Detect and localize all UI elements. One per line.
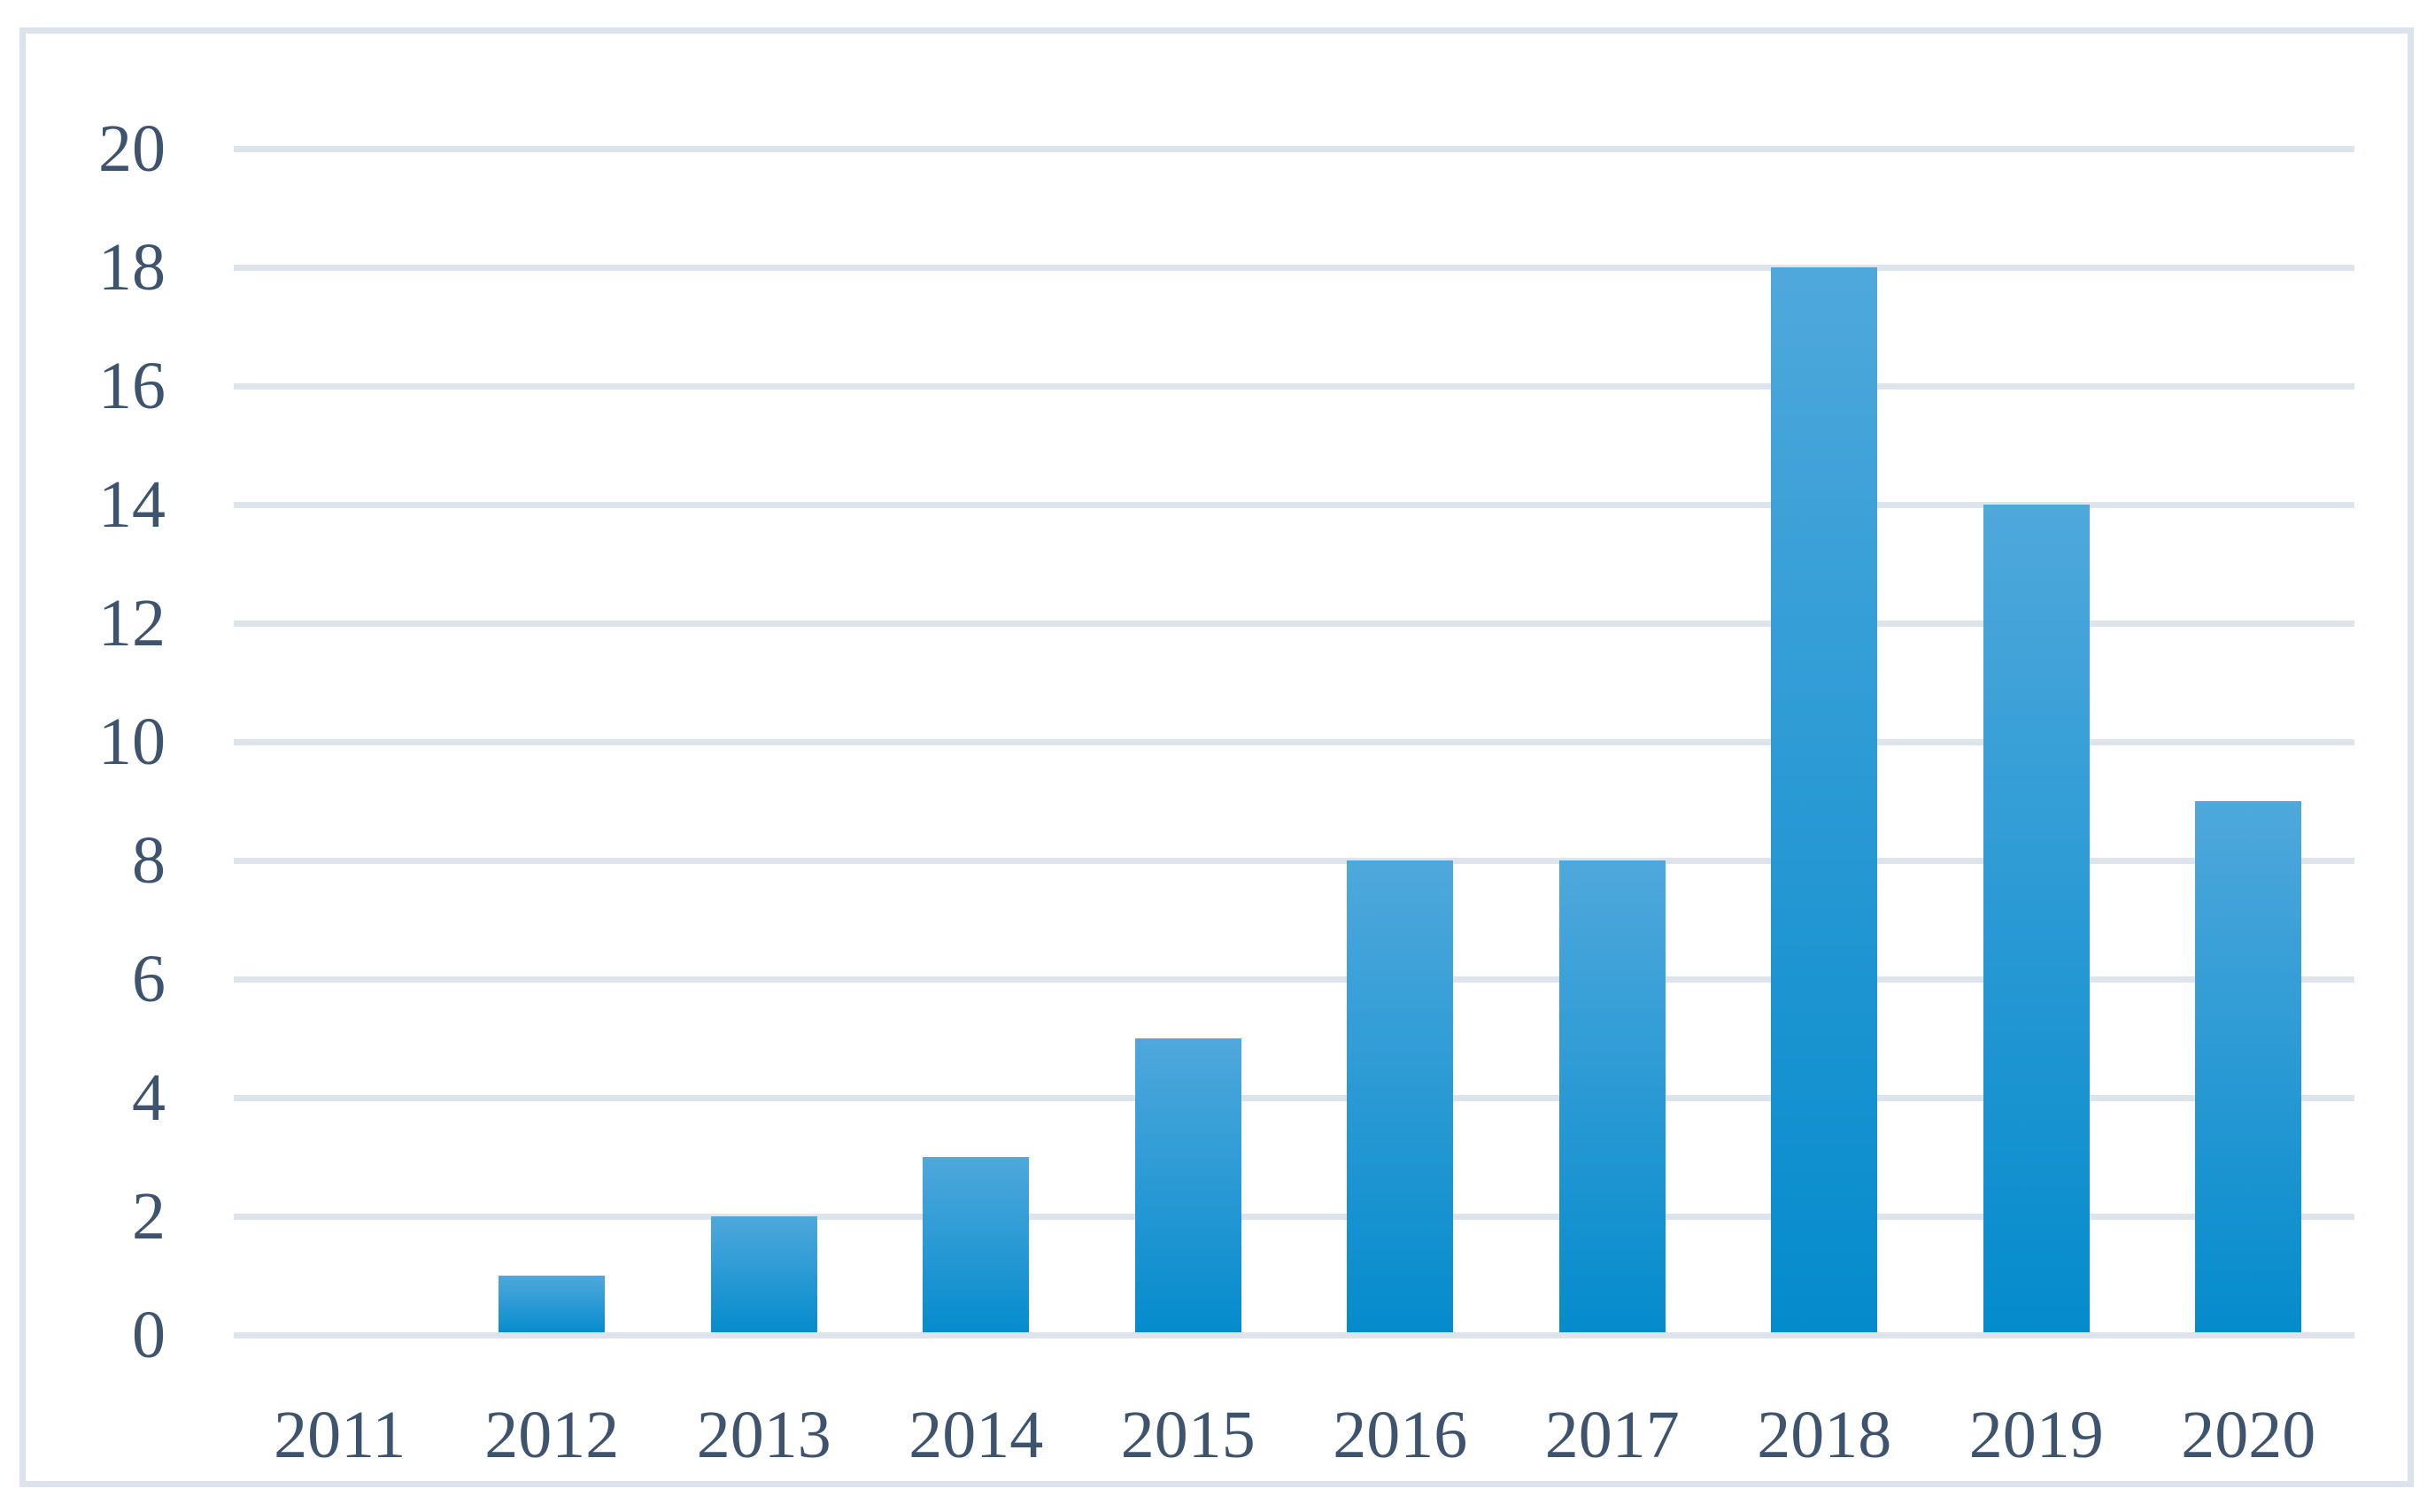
bar-2018 (1771, 267, 1878, 1335)
bar-2019 (1983, 505, 2090, 1335)
bar-2016 (1347, 860, 1454, 1335)
gridline-y-10 (234, 739, 2354, 745)
y-tick-label-10: 10 (98, 705, 166, 779)
gridline-y-8 (234, 858, 2354, 864)
x-tick-label-2018: 2018 (1757, 1398, 1892, 1472)
x-tick-label-2012: 2012 (484, 1398, 620, 1472)
y-tick-label-20: 20 (98, 112, 166, 186)
gridline-y-14 (234, 502, 2354, 508)
y-tick-label-2: 2 (132, 1179, 166, 1254)
y-tick-label-18: 18 (98, 230, 166, 305)
bar-2013 (710, 1216, 817, 1335)
x-tick-label-2015: 2015 (1120, 1398, 1256, 1472)
gridline-y-18 (234, 265, 2354, 271)
x-tick-label-2014: 2014 (908, 1398, 1044, 1472)
y-tick-label-6: 6 (132, 942, 166, 1016)
gridline-y-6 (234, 976, 2354, 983)
x-tick-label-2017: 2017 (1544, 1398, 1680, 1472)
x-tick-label-2020: 2020 (2181, 1398, 2316, 1472)
gridline-y-0 (234, 1332, 2354, 1338)
x-tick-label-2016: 2016 (1333, 1398, 1468, 1472)
y-tick-label-12: 12 (98, 586, 166, 660)
gridline-y-16 (234, 383, 2354, 390)
gridline-y-2 (234, 1214, 2354, 1220)
gridline-y-12 (234, 621, 2354, 627)
plot-area (234, 146, 2354, 1338)
gridline-y-20 (234, 146, 2354, 152)
chart-frame: 0 2 4 6 8 10 12 14 16 18 20 2011 2012 2013 2014 2015 20… (19, 27, 2414, 1487)
y-tick-label-4: 4 (132, 1061, 166, 1135)
y-tick-label-16: 16 (98, 349, 166, 423)
gridline-y-4 (234, 1095, 2354, 1101)
x-tick-label-2011: 2011 (274, 1398, 406, 1472)
bar-2015 (1134, 1038, 1241, 1335)
bar-2012 (499, 1276, 606, 1335)
bar-2020 (2195, 801, 2302, 1335)
bar-2017 (1558, 860, 1666, 1335)
x-tick-label-2013: 2013 (696, 1398, 831, 1472)
x-tick-label-2019: 2019 (1968, 1398, 2104, 1472)
y-axis: 0 2 4 6 8 10 12 14 16 18 20 (26, 115, 166, 1369)
y-tick-label-0: 0 (132, 1298, 166, 1372)
x-axis: 2011 2012 2013 2014 2015 2016 2017 2018 2019 2020 (234, 1386, 2354, 1484)
y-tick-label-8: 8 (132, 823, 166, 898)
y-tick-label-14: 14 (98, 467, 166, 542)
bar-2014 (923, 1157, 1030, 1335)
